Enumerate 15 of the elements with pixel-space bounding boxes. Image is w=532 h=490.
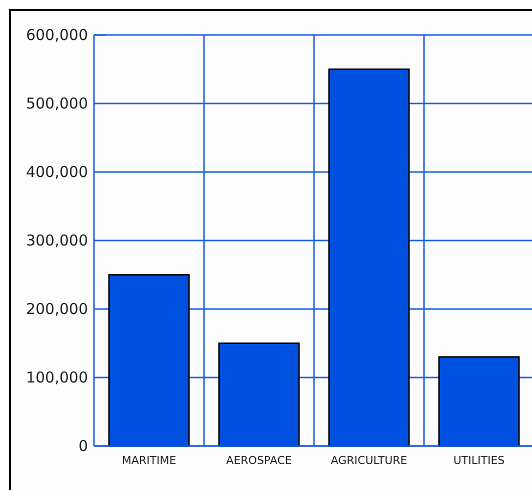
bar <box>108 274 190 447</box>
x-tick-label: UTILITIES <box>453 454 505 467</box>
bar <box>218 342 300 447</box>
y-tick-label: 400,000 <box>26 162 88 181</box>
bar <box>328 68 410 447</box>
y-tick-label: 300,000 <box>26 231 88 250</box>
x-tick-label: AGRICULTURE <box>330 454 408 467</box>
y-tick-label: 200,000 <box>26 300 88 318</box>
y-tick-label: 600,000 <box>26 26 88 44</box>
y-tick-label: 0 <box>78 436 88 455</box>
bar <box>438 356 520 447</box>
x-tick-label: MARITIME <box>122 454 176 467</box>
y-tick-label: 100,000 <box>26 368 88 386</box>
y-tick-label: 500,000 <box>26 94 88 112</box>
x-tick-label: AEROSPACE <box>226 454 292 467</box>
